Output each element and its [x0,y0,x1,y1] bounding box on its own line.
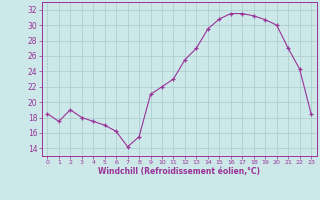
X-axis label: Windchill (Refroidissement éolien,°C): Windchill (Refroidissement éolien,°C) [98,167,260,176]
